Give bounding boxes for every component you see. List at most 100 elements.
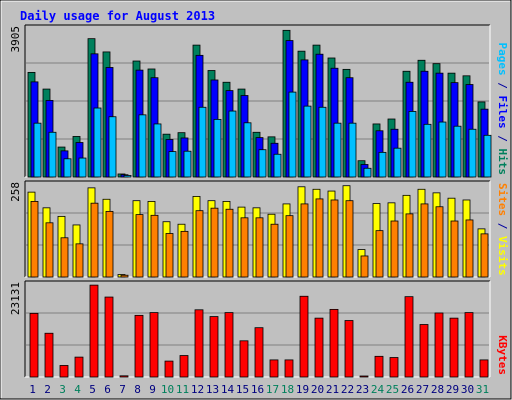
x-label-day-22: 22 [341,383,354,396]
axis-label-part: Hits [496,149,509,176]
bar-sites-day-10 [165,233,174,278]
bar-sites-day-3 [60,237,69,278]
bar-kbytes-day-2 [44,332,54,378]
bar-pages-day-29 [453,125,462,178]
x-label-day-13: 13 [206,383,219,396]
panel-kbytes: 23131 KBytes [9,280,509,378]
x-label-day-28: 28 [431,383,444,396]
bar-pages-day-26 [408,111,417,178]
panel-visits-sites: 258 Sites / Visits [9,180,509,278]
panel-hits-files-pages: 3905 Pages / Files / Hits [9,24,509,178]
bar-kbytes-day-15 [239,340,249,378]
bar-sites-day-13 [210,207,219,278]
bar-kbytes-day-5 [89,284,99,378]
bar-sites-day-6 [105,210,114,278]
bar-pages-day-15 [243,122,252,178]
x-label-day-9: 9 [149,383,156,396]
bar-pages-day-31 [483,134,492,178]
bar-kbytes-day-19 [299,295,309,378]
panel-max-label-visits-sites: 258 [9,182,22,202]
x-label-day-5: 5 [89,383,96,396]
axis-label-part: / [496,76,509,96]
axis-label-part: Pages [496,43,509,76]
x-label-day-31: 31 [476,383,489,396]
bar-kbytes-day-29 [449,317,459,378]
x-label-day-15: 15 [236,383,249,396]
bar-pages-day-10 [168,151,177,178]
bar-kbytes-day-8 [134,314,144,378]
x-label-day-1: 1 [29,383,36,396]
axis-label-part: / [496,129,509,149]
bar-sites-day-12 [195,210,204,278]
bar-kbytes-day-21 [329,308,339,378]
bar-sites-day-4 [75,243,84,278]
bar-pages-day-16 [258,149,267,178]
bar-pages-day-20 [318,106,327,178]
x-label-day-26: 26 [401,383,414,396]
bar-pages-day-27 [423,123,432,178]
bar-kbytes-day-7 [119,375,129,378]
bar-sites-day-31 [480,233,489,278]
bar-pages-day-12 [198,106,207,178]
bar-pages-day-11 [183,150,192,178]
bar-pages-day-1 [33,122,42,178]
x-label-day-12: 12 [191,383,204,396]
x-label-day-8: 8 [134,383,141,396]
bar-pages-day-2 [48,131,57,178]
bar-sites-day-28 [435,206,444,278]
bar-kbytes-day-24 [374,355,384,378]
bar-kbytes-day-16 [254,327,264,378]
x-label-day-16: 16 [251,383,264,396]
axis-label-part: Files [496,96,509,129]
bar-sites-day-22 [345,200,354,278]
bar-kbytes-day-18 [284,359,294,378]
bar-sites-day-21 [330,199,339,278]
x-label-day-23: 23 [356,383,369,396]
bar-pages-day-17 [273,153,282,178]
bar-pages-day-22 [348,122,357,178]
bar-kbytes-day-20 [314,317,324,378]
bar-sites-day-29 [450,220,459,278]
x-label-day-10: 10 [161,383,174,396]
bar-sites-day-11 [180,230,189,278]
x-label-day-21: 21 [326,383,339,396]
bar-sites-day-30 [465,219,474,278]
panel-max-label-hits-files-pages: 3905 [9,26,22,53]
bar-kbytes-day-22 [344,320,354,378]
bar-sites-day-14 [225,208,234,278]
bar-sites-day-18 [285,215,294,278]
panel-axis-label-visits-sites: Sites / Visits [496,183,509,276]
bar-sites-day-23 [360,255,369,278]
bar-sites-day-9 [150,214,159,278]
x-label-day-29: 29 [446,383,459,396]
bar-sites-day-5 [90,202,99,278]
bar-kbytes-day-23 [359,375,369,378]
bar-pages-day-7 [123,175,132,178]
bar-sites-day-25 [390,220,399,278]
x-label-day-27: 27 [416,383,429,396]
bar-kbytes-day-12 [194,309,204,378]
bar-sites-day-20 [315,198,324,278]
panel-axis-label-hits-files-pages: Pages / Files / Hits [496,43,509,176]
x-label-day-30: 30 [461,383,474,396]
bar-sites-day-8 [135,214,144,278]
bar-kbytes-day-30 [464,312,474,378]
bar-kbytes-day-10 [164,360,174,378]
bar-pages-day-9 [153,123,162,178]
panel-axis-label-kbytes: KBytes [496,335,509,375]
bar-kbytes-day-31 [479,359,489,378]
bar-kbytes-day-3 [59,365,69,378]
x-label-day-18: 18 [281,383,294,396]
bar-kbytes-day-6 [104,296,114,378]
axis-label-part: / [496,216,509,236]
x-label-day-11: 11 [176,383,189,396]
chart-panels: 3905 Pages / Files / Hits 258 Sites / Visit… [9,24,509,378]
bar-kbytes-day-1 [29,312,39,378]
bar-sites-day-24 [375,230,384,278]
bar-pages-day-18 [288,91,297,178]
x-label-day-24: 24 [371,383,385,396]
bar-sites-day-1 [30,201,39,278]
bar-pages-day-3 [63,158,72,178]
bar-sites-day-15 [240,217,249,278]
